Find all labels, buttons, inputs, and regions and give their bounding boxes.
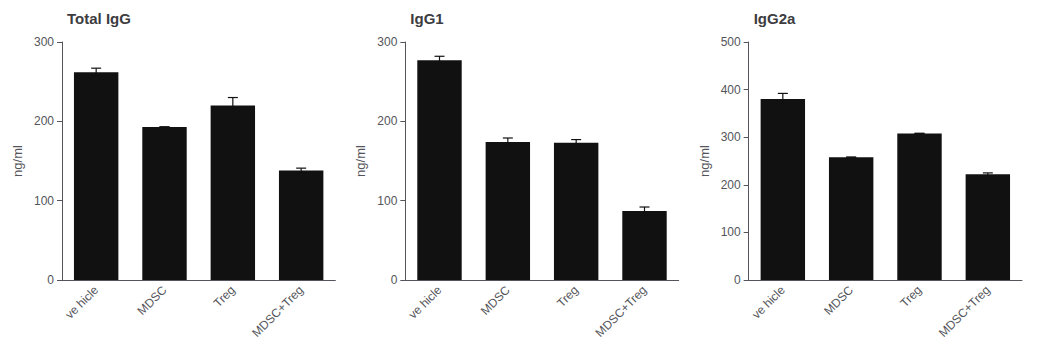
svg-text:300: 300 [34,35,54,49]
svg-text:ng/ml: ng/ml [353,145,368,177]
svg-text:100: 100 [721,225,741,239]
svg-text:300: 300 [377,35,397,49]
svg-text:Treg: Treg [554,283,581,310]
svg-text:ng/ml: ng/ml [697,145,712,177]
svg-text:Total IgG: Total IgG [67,10,131,27]
svg-text:0: 0 [391,273,398,287]
svg-text:400: 400 [721,83,741,97]
svg-text:ve hicle: ve hicle [406,283,445,322]
svg-text:IgG1: IgG1 [410,10,443,27]
svg-text:MDSC+Treg: MDSC+Treg [593,283,650,340]
svg-text:200: 200 [34,114,54,128]
svg-text:MDSC+Treg: MDSC+Treg [936,283,993,340]
svg-text:ve hicle: ve hicle [749,283,788,322]
svg-text:100: 100 [34,194,54,208]
svg-text:Treg: Treg [211,283,238,310]
svg-text:0: 0 [47,273,54,287]
svg-text:300: 300 [721,130,741,144]
svg-text:MDSC: MDSC [478,283,513,318]
svg-text:200: 200 [721,178,741,192]
svg-text:100: 100 [377,194,397,208]
svg-text:500: 500 [721,35,741,49]
svg-text:MDSC: MDSC [821,283,856,318]
svg-text:IgG2a: IgG2a [754,10,796,27]
svg-text:MDSC: MDSC [135,283,170,318]
svg-text:ng/ml: ng/ml [10,145,25,177]
svg-text:Treg: Treg [897,283,924,310]
svg-text:ve hicle: ve hicle [62,283,101,322]
svg-text:MDSC+Treg: MDSC+Treg [249,283,306,340]
svg-text:200: 200 [377,114,397,128]
svg-text:0: 0 [734,273,741,287]
